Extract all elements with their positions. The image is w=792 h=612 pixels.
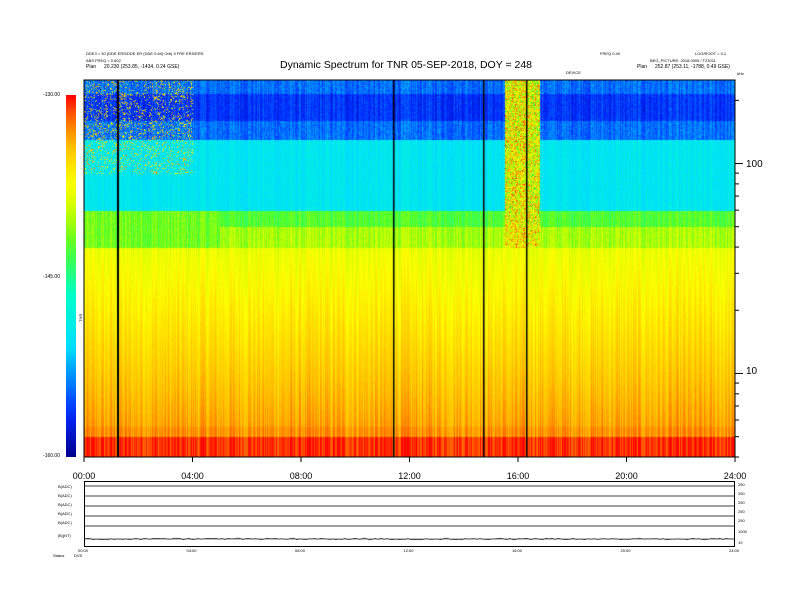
panel-noise-trace	[84, 537, 735, 541]
panel-right-tick: 250	[738, 509, 745, 514]
meta-right-line1: LOG/ROOT = 0.1	[695, 51, 727, 56]
meta-left-line2: ABS FREQ = 0.602	[86, 58, 121, 63]
panel-x-tick-label: 20:00	[620, 548, 631, 553]
y-tick-label: 10	[746, 366, 758, 377]
panel-x-tick-label: 00:00	[78, 548, 89, 553]
panel-row-label: B(ADC)	[58, 484, 72, 489]
panel-row-label: B(ADC)	[58, 511, 72, 516]
x-tick-label: 16:00	[506, 471, 530, 481]
colorbar-tick: -145.00	[43, 274, 60, 280]
colorbar-tick: -160.00	[43, 453, 60, 459]
dynamic-spectrum-heatmap	[84, 80, 735, 457]
colorbar-tick: -130.00	[43, 92, 60, 98]
panel-right-tick: 250	[738, 518, 745, 523]
panel-right-tick: 10	[738, 540, 743, 545]
plot-frame	[83, 79, 736, 458]
meta-corner: kHz	[737, 71, 744, 76]
panel-right-tick: 250	[738, 482, 745, 487]
panel-x-tick-label: 04:00	[186, 548, 197, 553]
panel-frame	[84, 481, 735, 547]
panel-x-tick-label: 16:00	[512, 548, 523, 553]
x-tick-label: 12:00	[398, 471, 421, 481]
panel-right-tick: 1000	[738, 529, 747, 534]
panel-row-label: B(ADC)	[58, 502, 72, 507]
meta-right-line2: BEG_PICTURE: 2018.0905 / T23011	[650, 58, 716, 63]
panel-right-tick: 250	[738, 500, 745, 505]
x-tick-label: 04:00	[181, 471, 204, 481]
footer-label: Status	[53, 553, 65, 558]
x-tick-label: 08:00	[289, 471, 313, 481]
meta-left-line3-label: Plan	[86, 64, 97, 70]
x-tick-label: 00:00	[72, 471, 96, 481]
meta-right-line3-label: Plan	[637, 64, 648, 70]
panel-row-label: B(ADC)	[58, 520, 72, 525]
meta-left-line1: DDE3 = 30 (DDE ERS/DDE ER (DDE 0.60) Orb…	[86, 51, 204, 56]
panel-row-label: B(ADC)	[58, 493, 72, 498]
y-tick-label: 100	[746, 159, 763, 170]
panel-x-tick-label: 12:00	[403, 548, 414, 553]
meta-mid-right: FREQ 0.40	[600, 51, 621, 56]
panel-x-tick-label: 08:00	[295, 548, 306, 553]
x-tick-label: 24:00	[723, 471, 747, 481]
y-axis-ticks	[735, 99, 743, 458]
panel-row-label: |B|(NT)	[58, 533, 71, 538]
panel-right-tick: 250	[738, 491, 745, 496]
x-tick-label: 20:00	[615, 471, 638, 481]
housekeeping-panel	[84, 481, 735, 547]
meta-mid-right2: DEVICE	[566, 70, 581, 75]
chart-title: Dynamic Spectrum for TNR 05-SEP-2018, DO…	[280, 59, 533, 71]
meta-right-line3-value: 252.87 (253.11, -1788, 0.49 GSE)	[655, 64, 730, 70]
meta-left-line3-value: 20.230 (253.85, -1434, 0.24 GSE)	[104, 64, 180, 70]
footer-value: DVS	[74, 553, 83, 558]
colorbar	[66, 95, 76, 457]
x-axis-ticks	[83, 457, 736, 462]
panel-x-tick-label: 24:00	[729, 548, 740, 553]
